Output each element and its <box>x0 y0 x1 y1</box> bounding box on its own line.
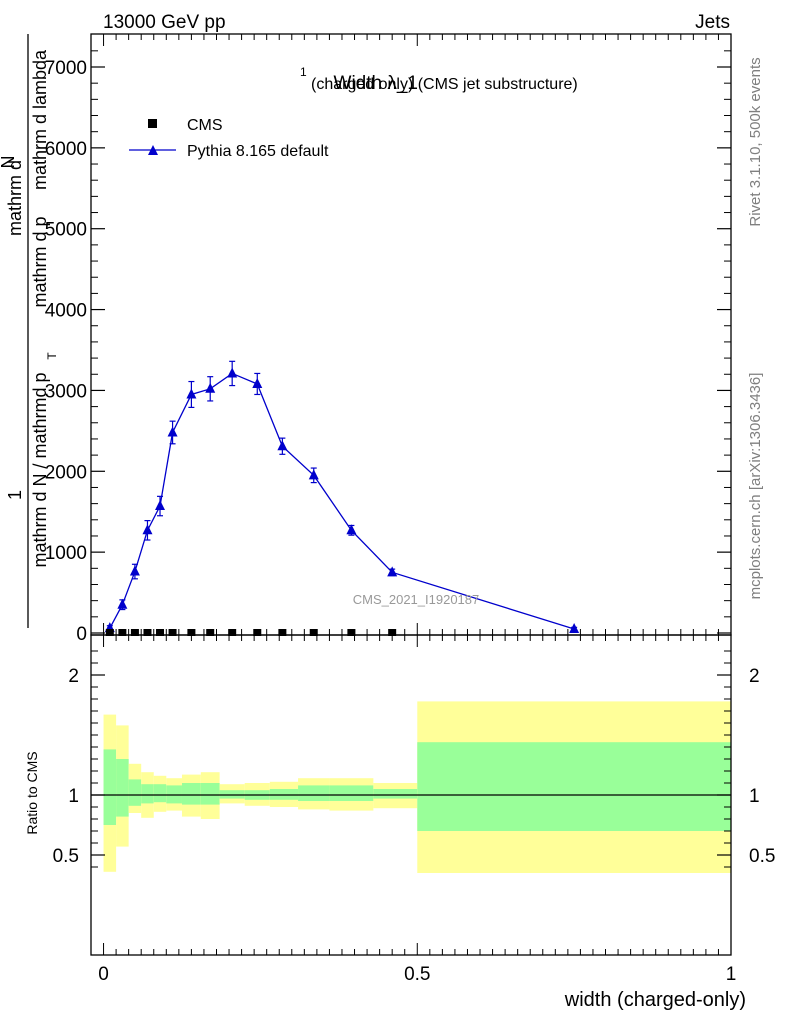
ratio-ytick-label-right-0: 0.5 <box>749 846 775 867</box>
ratio-band-inner-0 <box>103 749 117 825</box>
ratio-ytick-label-right-1: 1 <box>749 786 760 807</box>
mc-point-2 <box>129 565 140 576</box>
mc-point-3 <box>142 524 153 535</box>
main-ytick-label-6: 6000 <box>45 139 87 160</box>
main-ylabel-inner-numerator-b: N <box>0 156 18 169</box>
main-ylabel-outer-denominator: mathrm d N / mathrmd p <box>30 372 50 567</box>
mc-point-12 <box>346 524 357 535</box>
mc-point-5 <box>167 426 178 437</box>
chart-subtitle: (charged only) (CMS jet substructure) <box>311 76 578 93</box>
header-energy: 13000 GeV pp <box>103 12 226 33</box>
cms-point-2 <box>130 629 139 636</box>
mc-point-14 <box>569 622 580 633</box>
main-ylabel-inner-numerator: mathrm d <box>5 160 25 236</box>
x-axis-label: width (charged-only) <box>564 989 746 1011</box>
cms-point-12 <box>347 629 356 636</box>
mc-point-13 <box>387 566 398 577</box>
mc-point-8 <box>227 367 238 378</box>
ratio-ytick-label-left-2: 2 <box>68 666 79 687</box>
mc-series <box>104 360 580 633</box>
mc-line <box>109 372 575 630</box>
side-label-rivet: Rivet 3.1.10, 500k events <box>747 57 764 226</box>
legend-pythia-label: Pythia 8.165 default <box>187 143 329 160</box>
cms-point-9 <box>253 629 262 636</box>
x-tick-label-0: 0 <box>98 964 109 985</box>
cms-point-0 <box>105 629 114 636</box>
ratio-bands <box>103 701 731 873</box>
cms-point-4 <box>156 629 165 636</box>
ratio-ytick-label-left-0: 0.5 <box>53 846 79 867</box>
cms-point-11 <box>309 629 318 636</box>
mc-point-4 <box>155 500 166 511</box>
main-ytick-label-3: 3000 <box>45 381 87 402</box>
ratio-band-inner-6 <box>181 783 201 805</box>
data-series <box>105 629 397 636</box>
main-axis-ticks: 0 1000 2000 3000 4000 5000 6000 7000 <box>45 34 732 645</box>
main-ytick-label-0: 0 <box>76 624 87 645</box>
main-ytick-label-1: 1000 <box>45 543 87 564</box>
ratio-band-inner-12 <box>329 785 374 801</box>
main-ylabel-subscript-T: T <box>45 352 59 360</box>
mc-point-1 <box>117 598 128 609</box>
chart-title-superscript: 1 <box>300 65 307 79</box>
cms-point-5 <box>168 629 177 636</box>
ratio-axis-ticks: 0.5 0.5 1 1 2 2 0 0.5 1 <box>53 635 775 985</box>
mc-point-11 <box>308 469 319 480</box>
legend-cms-label: CMS <box>187 117 223 134</box>
main-ytick-label-5: 5000 <box>45 220 87 241</box>
ratio-band-inner-1 <box>116 759 129 817</box>
cms-point-10 <box>278 629 287 636</box>
ratio-band-inner-2 <box>128 779 142 806</box>
ratio-band-inner-11 <box>298 785 330 801</box>
x-tick-label-2: 1 <box>726 964 737 985</box>
main-ytick-label-2: 2000 <box>45 462 87 483</box>
ratio-ylabel: Ratio to CMS <box>24 751 40 834</box>
ratio-band-inner-14 <box>417 742 731 831</box>
ratio-band-inner-3 <box>141 784 154 804</box>
mc-point-10 <box>277 440 288 451</box>
main-ylabel-fraction-numerator: 1 <box>5 490 25 500</box>
analysis-watermark: CMS_2021_I1920187 <box>353 592 480 607</box>
ratio-plot-frame <box>90 634 732 956</box>
cms-point-7 <box>206 629 215 636</box>
side-label-mcplots: mcplots.cern.ch [arXiv:1306.3436] <box>747 373 764 600</box>
cms-point-3 <box>143 629 152 636</box>
ratio-ytick-label-right-2: 2 <box>749 666 760 687</box>
cms-point-1 <box>118 629 127 636</box>
ratio-band-inner-4 <box>153 784 167 803</box>
chart-title: Width λ_1 <box>334 73 418 94</box>
main-ylabel: 1 mathrm d N mathrm d lambda mathrm d p … <box>0 34 59 628</box>
header-process: Jets <box>695 12 730 33</box>
mc-point-9 <box>252 377 263 388</box>
legend-cms-marker <box>148 119 157 128</box>
mc-point-6 <box>186 388 197 399</box>
main-ylabel-inner-denominator: mathrm d lambda <box>30 49 50 190</box>
main-ytick-label-7: 7000 <box>45 58 87 79</box>
cms-point-13 <box>388 629 397 636</box>
main-ytick-label-4: 4000 <box>45 301 87 322</box>
main-ylabel-inner-numerator-a: mathrm d <box>5 160 25 236</box>
legend: CMS Pythia 8.165 default <box>129 117 329 160</box>
main-ylabel-inner-denominator-p: mathrm d p <box>30 216 50 307</box>
ratio-band-inner-7 <box>200 783 220 805</box>
ratio-ytick-label-left-1: 1 <box>68 786 79 807</box>
legend-pythia-marker <box>148 145 158 155</box>
cms-point-8 <box>228 629 237 636</box>
mc-point-7 <box>205 382 216 393</box>
x-tick-label-1: 0.5 <box>404 964 430 985</box>
cms-point-6 <box>187 629 196 636</box>
ratio-band-inner-13 <box>373 789 418 799</box>
